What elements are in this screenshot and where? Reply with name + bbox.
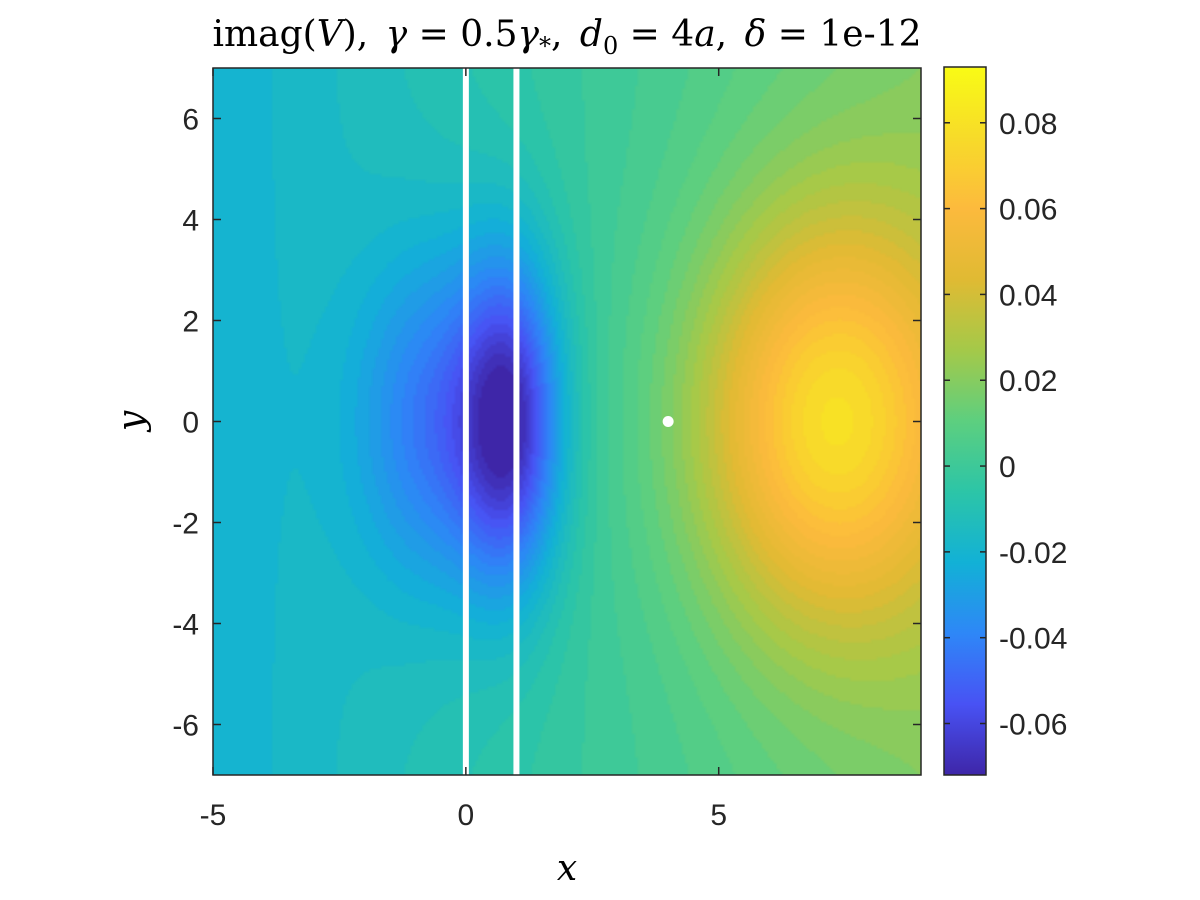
heatmap-image [213, 68, 921, 775]
colorbar-tick-label: -0.04 [999, 623, 1067, 656]
colorbar-tick-label: 0.06 [999, 194, 1057, 227]
title-d-eq: = 4 [618, 14, 694, 55]
title-d: d [580, 14, 603, 55]
colorbar-frame [943, 66, 987, 776]
y-tick-label: 0 [182, 407, 199, 440]
y-tick-label: 2 [182, 306, 199, 339]
svg-text:imag(V), γ = 0.5γ*,: imag(V), γ = 0.5γ*, d0 = 4a, δ = 1e-12 [212, 14, 921, 60]
colorbar: 0.08 0.06 0.04 0.02 0 -0.02 -0.04 -0.06 [943, 66, 1067, 776]
title-gamma-comma: , [551, 14, 562, 55]
x-ticks: -5 0 5 [200, 68, 727, 832]
y-tick-label: -6 [172, 710, 199, 743]
plot-area: -5 0 5 6 4 2 0 -2 -4 -6 [172, 67, 922, 832]
colorbar-tick-label: 0.08 [999, 108, 1057, 141]
title-gamma: γ [386, 14, 408, 55]
title-gamma2: γ [517, 14, 539, 55]
colorbar-tick-label: 0 [999, 451, 1016, 484]
y-axis-label: y [111, 410, 152, 433]
colorbar-tick-label: -0.02 [999, 537, 1067, 570]
y-tick-label: -4 [172, 609, 199, 642]
colorbar-tick-label: 0.02 [999, 365, 1057, 398]
title-gamma-sub: * [539, 32, 551, 60]
title: imag(V), γ = 0.5γ*, d0 = 4a, δ = 1e-12 [212, 14, 921, 60]
y-tick-label: 6 [182, 104, 199, 137]
overlay-layer [462, 68, 674, 775]
x-tick-label: 5 [710, 799, 727, 832]
source-marker [662, 416, 674, 427]
title-d-sub: 0 [603, 32, 618, 60]
title-close: ), [343, 14, 369, 55]
x-axis-label: x [557, 848, 577, 889]
y-tick-label: -2 [172, 508, 199, 541]
title-open: ( [303, 14, 317, 55]
title-gamma-eq: = 0.5 [407, 14, 517, 55]
title-var: V [317, 14, 347, 55]
colorbar-ticks: 0.08 0.06 0.04 0.02 0 -0.02 -0.04 -0.06 [944, 108, 1067, 742]
title-d-comma: , [716, 14, 727, 55]
x-tick-label: -5 [200, 799, 227, 832]
title-d-unit: a [694, 14, 715, 55]
title-delta-eq: = 1e-12 [766, 14, 921, 55]
colorbar-fill [944, 67, 986, 775]
colorbar-tick-label: 0.04 [999, 279, 1057, 312]
colorbar-tick-label: -0.06 [999, 709, 1067, 742]
title-delta: δ [745, 14, 767, 55]
title-func: imag [212, 14, 302, 55]
x-tick-label: 0 [458, 799, 475, 832]
y-tick-label: 4 [182, 205, 199, 238]
y-ticks: 6 4 2 0 -2 -4 -6 [172, 104, 921, 743]
